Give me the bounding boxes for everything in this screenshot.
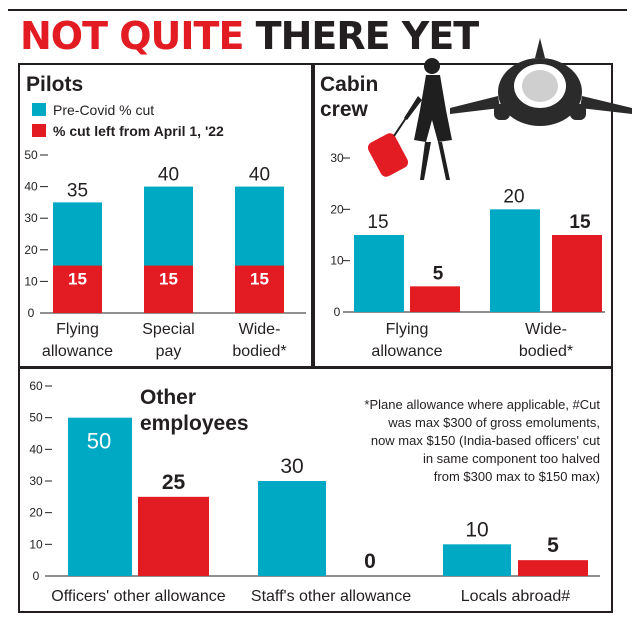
other-bar-precovid-staff-s-other-allowance <box>258 481 326 576</box>
airplane-engine-left <box>494 104 510 120</box>
other-bar-precovid-locals-abroad <box>443 544 511 576</box>
pilots-y-tick: 10 <box>24 274 38 288</box>
trolley-handle <box>393 117 407 137</box>
cabin-y-tick: 0 <box>334 305 341 319</box>
cabin-bar-precovid-wide-bodied <box>490 209 540 312</box>
pilots-y-tick: 20 <box>24 243 38 257</box>
pilots-value-precovid: 40 <box>249 165 270 186</box>
other-footnote-line: in same component too halved <box>423 451 600 466</box>
other-value-cutleft: 25 <box>162 471 186 494</box>
pilots-value-precovid: 40 <box>158 165 179 186</box>
cabin-value-cutleft: 15 <box>569 212 591 233</box>
other-category-label: Officers' other allowance <box>51 588 226 605</box>
attendant-legs <box>420 142 450 180</box>
airplane-tail-fin <box>535 38 545 58</box>
cabin-y-tick: 10 <box>330 254 344 268</box>
other-value-precovid: 10 <box>465 518 488 541</box>
airplane-wings <box>450 96 632 114</box>
pilots-value-cutleft: 15 <box>68 270 87 289</box>
other-footnote-line: now max $150 (India-based officers' cut <box>371 433 601 448</box>
pilots-bar-cutleft-wide-bodied <box>235 265 284 313</box>
other-employees-panel <box>18 367 613 613</box>
attendant-head <box>424 58 440 74</box>
other-category-label: Locals abroad# <box>461 588 571 605</box>
airplane-engine-right <box>570 104 586 120</box>
pilots-category-label: Flying <box>56 321 99 338</box>
pilots-legend-label-pre: Pre-Covid % cut <box>53 102 154 118</box>
cabin-value-precovid: 20 <box>503 186 524 207</box>
pilots-bar-cutleft-special-pay <box>144 265 193 313</box>
cabin-title-line1: Cabin <box>320 73 378 96</box>
pilots-value-precovid: 35 <box>67 180 88 201</box>
other-value-precovid: 30 <box>280 455 303 478</box>
pilots-value-cutleft: 15 <box>250 270 269 289</box>
pilots-value-cutleft: 15 <box>159 270 178 289</box>
pilots-y-tick: 40 <box>24 180 38 194</box>
cabin-category-label: allowance <box>371 343 442 360</box>
headline: NOT QUITE THERE YET <box>20 14 480 58</box>
airplane-nose-cone <box>522 70 558 102</box>
pilots-category-label: allowance <box>42 343 113 360</box>
pilots-y-tick: 0 <box>28 306 35 320</box>
cabin-bar-precovid-flying-allowance <box>354 235 404 312</box>
top-rule <box>8 9 627 11</box>
other-y-tick: 50 <box>29 411 43 425</box>
pilots-y-tick: 30 <box>24 211 38 225</box>
other-title-line2: employees <box>140 412 249 435</box>
other-bar-cutleft-officers-other-allowance <box>138 496 209 576</box>
other-value-cutleft: 5 <box>547 534 559 557</box>
cabin-value-cutleft: 5 <box>433 263 444 284</box>
cabin-category-label: bodied* <box>519 343 573 360</box>
pilots-category-label: Special <box>142 321 194 338</box>
cabin-bar-cutleft-flying-allowance <box>410 286 460 312</box>
cabin-category-label: Wide- <box>525 321 567 338</box>
pilots-legend-label-cut: % cut left from April 1, '22 <box>53 123 224 139</box>
pilots-category-label: pay <box>156 343 182 360</box>
cabin-y-tick: 20 <box>330 202 344 216</box>
other-y-tick: 10 <box>29 537 43 551</box>
cabin-category-label: Flying <box>386 321 429 338</box>
attendant-arm <box>404 96 422 120</box>
other-title-line1: Other <box>140 386 196 409</box>
other-footnote-line: was max $300 of gross emoluments, <box>387 415 600 430</box>
other-value-precovid: 50 <box>87 429 111 454</box>
pilots-legend-swatch-cut <box>32 124 46 137</box>
other-footnote-line: from $300 max to $150 max) <box>434 469 600 484</box>
pilots-title: Pilots <box>26 73 83 96</box>
airplane-icon <box>450 38 632 126</box>
headline-part1: NOT QUITE <box>20 14 244 58</box>
cabin-y-tick: 30 <box>330 151 344 165</box>
other-bar-cutleft-locals-abroad <box>518 560 588 576</box>
pilots-legend-swatch-pre <box>32 103 46 116</box>
pilots-bar-cutleft-flying-allowance <box>53 265 102 313</box>
headline-part2: THERE YET <box>255 14 480 58</box>
pilots-y-tick: 50 <box>24 148 38 162</box>
other-y-tick: 0 <box>33 569 40 583</box>
other-bar-precovid-officers-other-allowance <box>68 417 132 576</box>
other-y-tick: 60 <box>29 379 43 393</box>
trolley-bag <box>367 133 409 177</box>
cabin-value-precovid: 15 <box>367 212 388 233</box>
other-value-cutleft: 0 <box>364 550 376 573</box>
pilots-category-label: bodied* <box>232 343 286 360</box>
cabin-title-line2: crew <box>320 98 369 121</box>
other-category-label: Staff's other allowance <box>251 588 411 605</box>
other-y-tick: 40 <box>29 442 43 456</box>
cabin-bar-cutleft-wide-bodied <box>552 235 602 312</box>
other-y-tick: 20 <box>29 506 43 520</box>
pilots-category-label: Wide- <box>239 321 281 338</box>
attendant-body <box>414 75 452 142</box>
flight-attendant-icon <box>367 58 452 180</box>
other-y-tick: 30 <box>29 474 43 488</box>
other-footnote-line: *Plane allowance where applicable, #Cut <box>364 397 600 412</box>
